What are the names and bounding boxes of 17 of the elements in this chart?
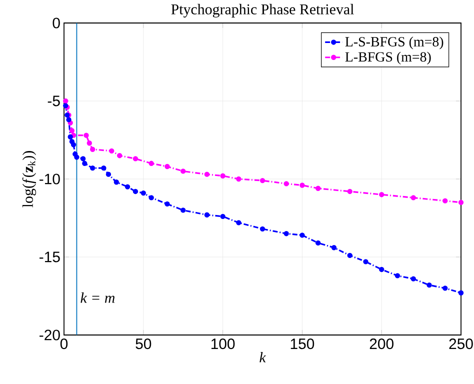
- y-tick-label: 0: [52, 18, 60, 28]
- chart-title: Ptychographic Phase Retrieval: [171, 4, 354, 18]
- legend-label: L-S-BFGS (m=8): [345, 36, 444, 50]
- y-tick-label: -5: [48, 96, 60, 106]
- ref-line-label: k = m: [80, 292, 115, 303]
- x-tick-label: 150: [290, 338, 314, 350]
- y-tick-label: -15: [40, 252, 60, 262]
- y-tick-label: -20: [40, 330, 60, 340]
- legend-label: L-BFGS (m=8): [345, 52, 431, 64]
- y-axis-title: log(f(z$_{k}$)): [22, 151, 36, 208]
- x-tick-label: 0: [60, 338, 68, 350]
- y-tick-label: -10: [40, 174, 60, 184]
- x-tick-label: 200: [370, 338, 394, 350]
- x-tick-label: 250: [449, 338, 473, 350]
- x-tick-label: 100: [211, 338, 235, 350]
- x-axis-title: k: [260, 352, 266, 362]
- x-tick-label: 50: [136, 338, 152, 350]
